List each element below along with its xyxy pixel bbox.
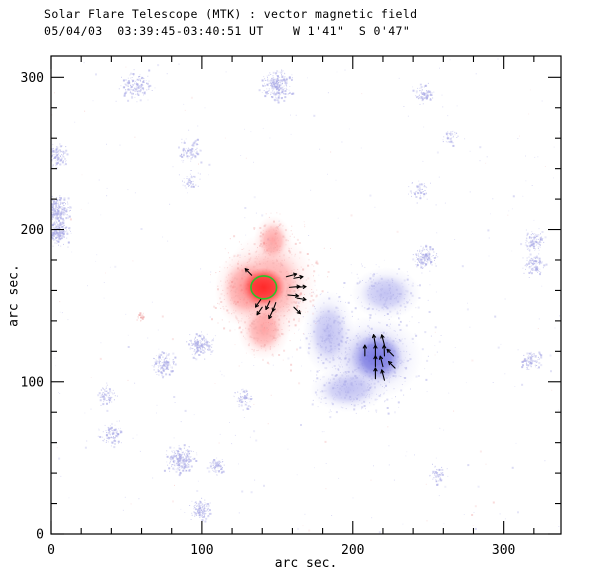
vector-arrow <box>268 309 274 320</box>
vector-arrow <box>380 369 386 381</box>
vector-arrow <box>373 367 378 380</box>
vector-arrow <box>380 334 386 346</box>
positive-polarity-region <box>253 215 292 265</box>
vector-arrow <box>362 344 367 357</box>
y-axis-title: arc sec. <box>6 264 22 327</box>
chart-title: Solar Flare Telescope (MTK) : vector mag… <box>44 7 418 21</box>
vector-arrow <box>287 293 299 298</box>
vector-arrow <box>378 355 384 368</box>
chart-subtitle: 05/04/03 03:39:45-03:40:51 UT W 1'41" S … <box>44 24 411 38</box>
vector-arrow <box>386 348 395 357</box>
vector-arrow <box>293 306 301 315</box>
contour-circle <box>250 275 278 300</box>
vector-arrow <box>388 361 396 369</box>
plot-content <box>51 58 561 534</box>
x-tick-label: 200 <box>341 543 364 558</box>
vector-arrow <box>371 334 377 346</box>
vector-arrow <box>296 297 307 302</box>
vector-arrow <box>254 299 262 308</box>
x-axis-title: arc sec. <box>274 556 338 571</box>
positive-polarity-region-core <box>242 267 286 308</box>
negative-polarity-region <box>302 291 355 376</box>
x-tick-label: 0 <box>47 543 55 558</box>
vector-arrow <box>293 275 304 280</box>
x-tick-label: 100 <box>190 543 213 558</box>
y-tick-label: 300 <box>21 71 44 86</box>
y-tick-label: 100 <box>21 375 44 390</box>
vector-arrow <box>265 300 271 310</box>
vector-arrow <box>382 344 387 357</box>
vector-arrow <box>373 355 378 368</box>
plot-frame <box>50 55 562 535</box>
axis-ticks <box>50 56 561 535</box>
vector-arrow <box>373 344 378 357</box>
y-tick-label: 0 <box>36 528 44 543</box>
vector-arrow <box>256 306 263 316</box>
vector-arrow <box>285 272 298 278</box>
x-tick-label: 300 <box>492 543 515 558</box>
y-tick-label: 200 <box>21 223 44 238</box>
vector-arrow <box>244 268 253 276</box>
negative-polarity-region <box>351 267 421 320</box>
vector-arrow <box>296 284 307 289</box>
